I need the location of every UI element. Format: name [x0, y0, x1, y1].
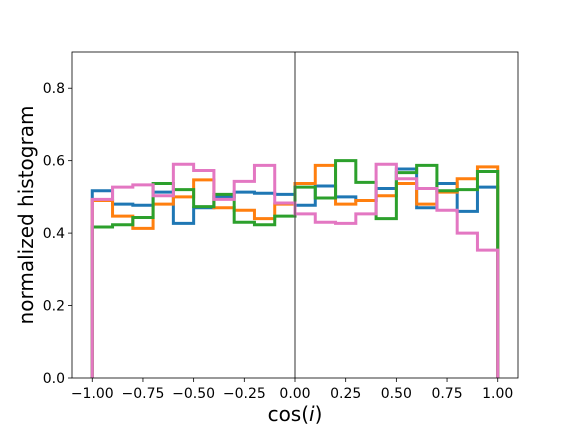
y-tick-label: 0.6: [43, 154, 65, 170]
x-tick-label: −1.00: [71, 386, 114, 402]
x-axis-label-close: ): [315, 402, 323, 426]
y-axis: 0.0 0.2 0.4 0.6 0.8: [43, 81, 72, 387]
x-tick-label: 1.00: [482, 386, 513, 402]
x-axis-label: cos(i): [268, 402, 323, 426]
x-tick-label: −0.50: [172, 386, 215, 402]
x-tick-label: 0.50: [381, 386, 412, 402]
x-tick-label: −0.25: [223, 386, 266, 402]
x-axis: −1.00 −0.75 −0.50 −0.25 0.00 0.25 0.50 0.75 1.00: [71, 378, 513, 402]
y-tick-label: 0.2: [43, 299, 65, 315]
x-axis-label-text: cos(: [268, 402, 309, 426]
y-tick-label: 0.8: [43, 81, 65, 97]
x-tick-label: 0.25: [330, 386, 361, 402]
x-tick-label: 0.75: [431, 386, 462, 402]
x-tick-label: −0.75: [122, 386, 165, 402]
y-tick-label: 0.0: [43, 371, 65, 387]
x-axis-label-variable: i: [309, 402, 315, 426]
x-tick-label: 0.00: [279, 386, 310, 402]
y-axis-label: normalized histogram: [14, 106, 38, 325]
y-tick-label: 0.4: [43, 226, 65, 242]
